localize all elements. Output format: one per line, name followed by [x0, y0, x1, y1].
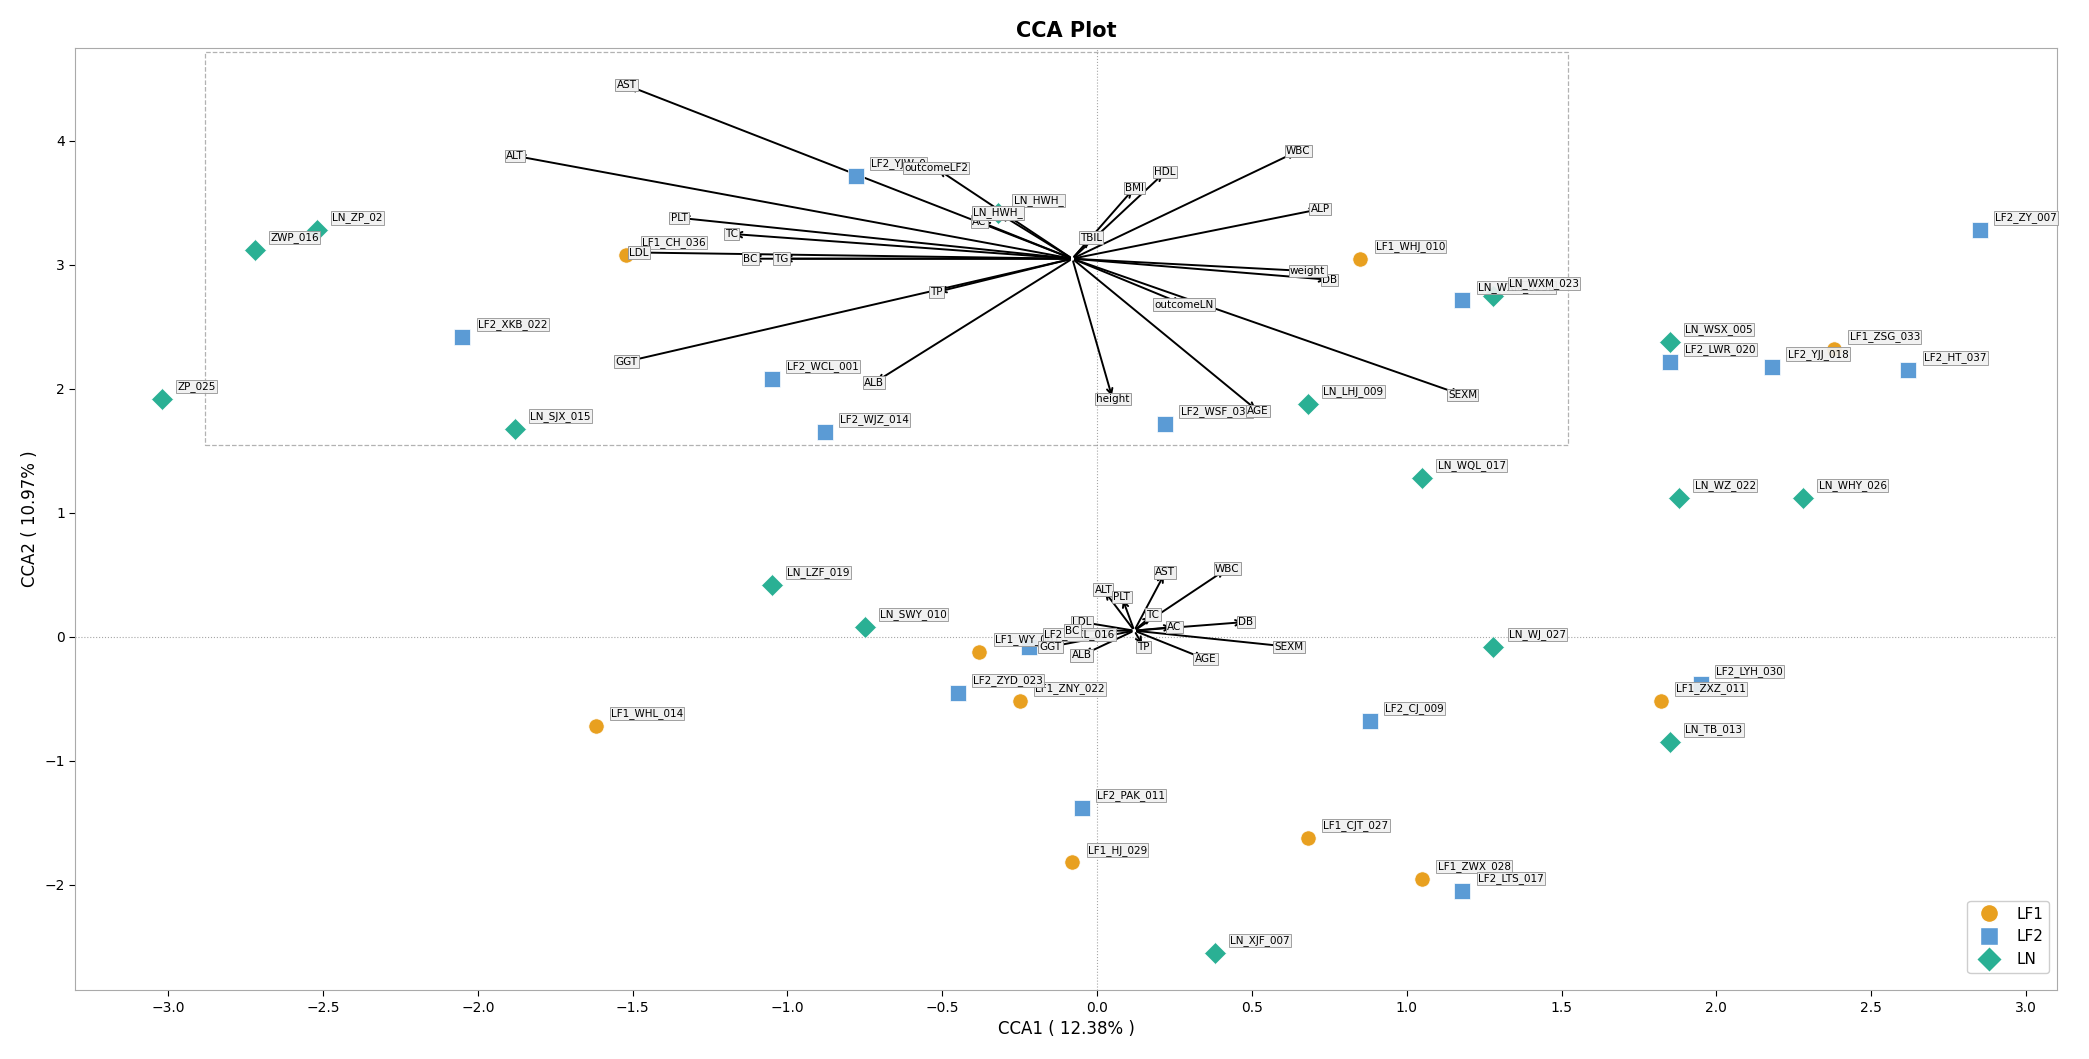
- Text: SEXM: SEXM: [1274, 642, 1304, 651]
- Text: LN_WSX_005: LN_WSX_005: [1686, 324, 1753, 335]
- Text: LF2_LWR_020: LF2_LWR_020: [1686, 344, 1757, 355]
- Text: BMI: BMI: [1124, 183, 1145, 193]
- Text: LF1_CH_036: LF1_CH_036: [641, 237, 706, 248]
- Text: TC: TC: [1147, 610, 1159, 620]
- Text: DB: DB: [1239, 617, 1253, 627]
- Text: LF2_ZYD_023: LF2_ZYD_023: [973, 675, 1042, 685]
- Text: LF1_HJ_029: LF1_HJ_029: [1088, 845, 1147, 856]
- Text: LF2_LYH_030: LF2_LYH_030: [1717, 666, 1784, 677]
- Text: WBC: WBC: [1287, 146, 1310, 156]
- Text: outcomeLN: outcomeLN: [1155, 300, 1214, 309]
- Text: height: height: [1097, 394, 1130, 403]
- Text: LF1_CJT_027: LF1_CJT_027: [1322, 820, 1389, 830]
- Text: AST: AST: [1155, 568, 1176, 577]
- Text: LF2_MXL_016: LF2_MXL_016: [1044, 629, 1116, 640]
- Text: TC: TC: [725, 229, 737, 239]
- Text: weight: weight: [1291, 266, 1324, 276]
- Text: LF2_WCL_001: LF2_WCL_001: [788, 361, 859, 372]
- Text: LN_HWH_: LN_HWH_: [1013, 195, 1063, 205]
- Text: LN_TB_013: LN_TB_013: [1686, 724, 1742, 735]
- Text: TG: TG: [775, 254, 788, 264]
- Text: LDL: LDL: [629, 248, 648, 257]
- Text: LF1_ZSG_033: LF1_ZSG_033: [1849, 331, 1920, 342]
- Text: LF2_WSF_035: LF2_WSF_035: [1180, 406, 1251, 416]
- Text: ALT: ALT: [1095, 585, 1111, 595]
- Text: ZP_025: ZP_025: [178, 381, 215, 392]
- Text: AC: AC: [971, 216, 986, 227]
- Text: ALT: ALT: [506, 150, 524, 161]
- Text: LF1_WHJ_010: LF1_WHJ_010: [1377, 240, 1446, 252]
- Text: GGT: GGT: [616, 357, 637, 366]
- Text: AGE: AGE: [1195, 654, 1216, 664]
- Text: LN_LHJ_009: LN_LHJ_009: [1322, 385, 1383, 397]
- Text: outcomeLF2: outcomeLF2: [905, 163, 967, 174]
- Text: LDL: LDL: [1072, 617, 1090, 627]
- Text: LF2_WJZ_014: LF2_WJZ_014: [840, 414, 909, 426]
- Text: LN_WZ_022: LN_WZ_022: [1694, 480, 1757, 491]
- Text: TP: TP: [930, 287, 942, 298]
- Text: LN_SWY_010: LN_SWY_010: [879, 609, 946, 620]
- Legend: LF1, LF2, LN: LF1, LF2, LN: [1968, 900, 2049, 973]
- Text: LF1_ZWX_028: LF1_ZWX_028: [1437, 861, 1510, 872]
- Text: AST: AST: [616, 80, 637, 90]
- Text: PLT: PLT: [671, 213, 687, 222]
- Y-axis label: CCA2 ( 10.97% ): CCA2 ( 10.97% ): [21, 451, 40, 588]
- Text: LN_WHY_026: LN_WHY_026: [1820, 480, 1886, 491]
- Text: ALB: ALB: [1072, 650, 1093, 661]
- Text: LN_WJ_027: LN_WJ_027: [1508, 629, 1567, 640]
- Text: LF2_YJW_0: LF2_YJW_0: [871, 158, 925, 168]
- Text: LF2_PAK_011: LF2_PAK_011: [1097, 790, 1166, 801]
- Text: AC: AC: [1168, 622, 1182, 632]
- Text: GGT: GGT: [1040, 642, 1061, 651]
- Text: LN_ZP_02: LN_ZP_02: [332, 213, 382, 223]
- Text: LF1_WHL_014: LF1_WHL_014: [610, 708, 683, 719]
- Text: SEXM: SEXM: [1448, 390, 1477, 400]
- Text: DB: DB: [1322, 274, 1337, 285]
- Text: ZWP_016: ZWP_016: [269, 232, 320, 244]
- Text: LF1_WY_001: LF1_WY_001: [994, 634, 1059, 645]
- X-axis label: CCA1 ( 12.38% ): CCA1 ( 12.38% ): [999, 1020, 1134, 1038]
- Text: LN_WQL_017: LN_WQL_017: [1437, 461, 1506, 471]
- Text: LN_SJX_015: LN_SJX_015: [531, 411, 591, 421]
- Text: AGE: AGE: [1247, 407, 1268, 416]
- Text: LN_WXM_023b: LN_WXM_023b: [1479, 282, 1554, 292]
- Title: CCA Plot: CCA Plot: [1015, 21, 1116, 41]
- Text: LF2_HT_037: LF2_HT_037: [1924, 353, 1987, 363]
- Text: LN_HWH_: LN_HWH_: [973, 208, 1024, 218]
- Text: LF2_LTS_017: LF2_LTS_017: [1479, 874, 1544, 884]
- Text: LF2_YJJ_018: LF2_YJJ_018: [1788, 348, 1849, 360]
- Text: ALP: ALP: [1310, 204, 1329, 214]
- Text: WBC: WBC: [1216, 563, 1239, 574]
- Text: LF2_CJ_009: LF2_CJ_009: [1385, 703, 1443, 714]
- Text: HDL: HDL: [1155, 167, 1176, 177]
- Text: TP: TP: [1136, 642, 1149, 651]
- Text: TBIL: TBIL: [1080, 233, 1103, 243]
- Text: LN_XJF_007: LN_XJF_007: [1230, 935, 1289, 946]
- Text: LF1_ZNY_022: LF1_ZNY_022: [1036, 683, 1105, 695]
- Text: BC: BC: [1065, 626, 1080, 635]
- Text: LF2_ZY_007: LF2_ZY_007: [1995, 213, 2058, 223]
- Text: LF2_XKB_022: LF2_XKB_022: [478, 319, 547, 329]
- Text: PLT: PLT: [1113, 592, 1130, 603]
- Text: LF1_ZXZ_011: LF1_ZXZ_011: [1675, 683, 1746, 695]
- Text: ALB: ALB: [865, 378, 884, 388]
- Text: LN_WXM_023: LN_WXM_023: [1508, 279, 1579, 289]
- Text: BC: BC: [744, 254, 758, 264]
- Text: LN_LZF_019: LN_LZF_019: [788, 567, 850, 578]
